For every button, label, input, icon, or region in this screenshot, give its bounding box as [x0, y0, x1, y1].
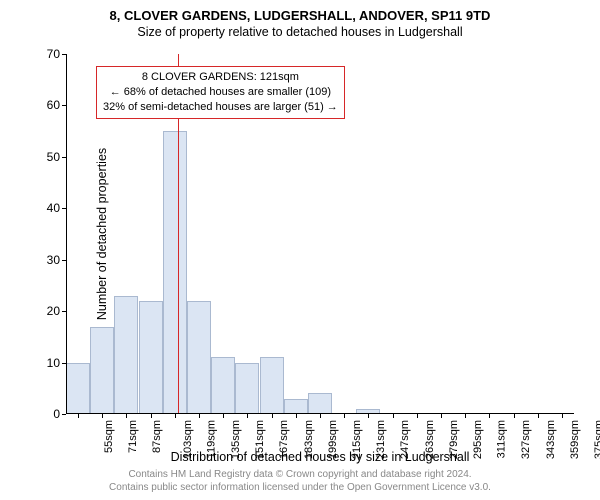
- chart-footer: Contains HM Land Registry data © Crown c…: [0, 469, 600, 494]
- histogram-bar: [163, 131, 187, 414]
- histogram-bar: [284, 399, 308, 414]
- x-tick-label: 343sqm: [545, 420, 557, 459]
- x-tick-mark: [78, 414, 79, 418]
- y-tick-label: 50: [30, 150, 60, 164]
- x-tick-label: 359sqm: [569, 420, 581, 459]
- info-line-1: 8 CLOVER GARDENS: 121sqm: [103, 70, 338, 85]
- x-tick-mark: [344, 414, 345, 418]
- x-tick-mark: [247, 414, 248, 418]
- y-tick-label: 0: [30, 407, 60, 421]
- x-tick-mark: [175, 414, 176, 418]
- x-tick-mark: [199, 414, 200, 418]
- x-tick-mark: [368, 414, 369, 418]
- x-tick-mark: [417, 414, 418, 418]
- y-tick-label: 10: [30, 356, 60, 370]
- histogram-bar: [260, 357, 284, 414]
- x-tick-mark: [465, 414, 466, 418]
- histogram-bar: [308, 393, 332, 414]
- footer-licence: Contains public sector information licen…: [0, 482, 600, 495]
- y-tick-label: 30: [30, 253, 60, 267]
- x-tick-label: 375sqm: [593, 420, 600, 459]
- y-tick-label: 60: [30, 98, 60, 112]
- histogram-bar: [90, 327, 114, 414]
- y-tick-label: 70: [30, 47, 60, 61]
- x-axis-line: [66, 413, 574, 414]
- footer-copyright: Contains HM Land Registry data © Crown c…: [0, 469, 600, 482]
- y-tick-mark: [62, 414, 66, 415]
- x-tick-label: 55sqm: [103, 420, 115, 453]
- x-tick-mark: [393, 414, 394, 418]
- x-tick-mark: [102, 414, 103, 418]
- x-tick-mark: [223, 414, 224, 418]
- x-tick-label: 87sqm: [152, 420, 164, 453]
- x-tick-mark: [441, 414, 442, 418]
- x-tick-mark: [126, 414, 127, 418]
- info-line-3: 32% of semi-detached houses are larger (…: [103, 100, 338, 115]
- x-tick-mark: [514, 414, 515, 418]
- chart-subtitle: Size of property relative to detached ho…: [0, 25, 600, 39]
- x-axis-label: Distribution of detached houses by size …: [171, 450, 470, 464]
- x-tick-label: 327sqm: [520, 420, 532, 459]
- chart-title-address: 8, CLOVER GARDENS, LUDGERSHALL, ANDOVER,…: [0, 8, 600, 23]
- histogram-bar: [66, 363, 90, 414]
- x-tick-mark: [272, 414, 273, 418]
- x-tick-mark: [562, 414, 563, 418]
- info-line-2: ← 68% of detached houses are smaller (10…: [103, 85, 338, 100]
- x-tick-mark: [296, 414, 297, 418]
- x-tick-label: 71sqm: [127, 420, 139, 453]
- histogram-bar: [235, 363, 259, 414]
- histogram-bar: [211, 357, 235, 414]
- histogram-bar: [114, 296, 138, 414]
- y-tick-label: 40: [30, 201, 60, 215]
- x-tick-mark: [320, 414, 321, 418]
- chart-plot-area: 01020304050607055sqm71sqm87sqm103sqm119s…: [66, 54, 574, 414]
- histogram-bar: [139, 301, 163, 414]
- x-tick-label: 295sqm: [472, 420, 484, 459]
- histogram-bar: [187, 301, 211, 414]
- x-tick-mark: [489, 414, 490, 418]
- y-tick-label: 20: [30, 304, 60, 318]
- y-axis-label: Number of detached properties: [95, 148, 109, 320]
- marker-info-box: 8 CLOVER GARDENS: 121sqm ← 68% of detach…: [96, 66, 345, 119]
- x-tick-label: 311sqm: [495, 420, 507, 458]
- y-axis-line: [66, 54, 67, 414]
- x-tick-mark: [538, 414, 539, 418]
- x-tick-mark: [151, 414, 152, 418]
